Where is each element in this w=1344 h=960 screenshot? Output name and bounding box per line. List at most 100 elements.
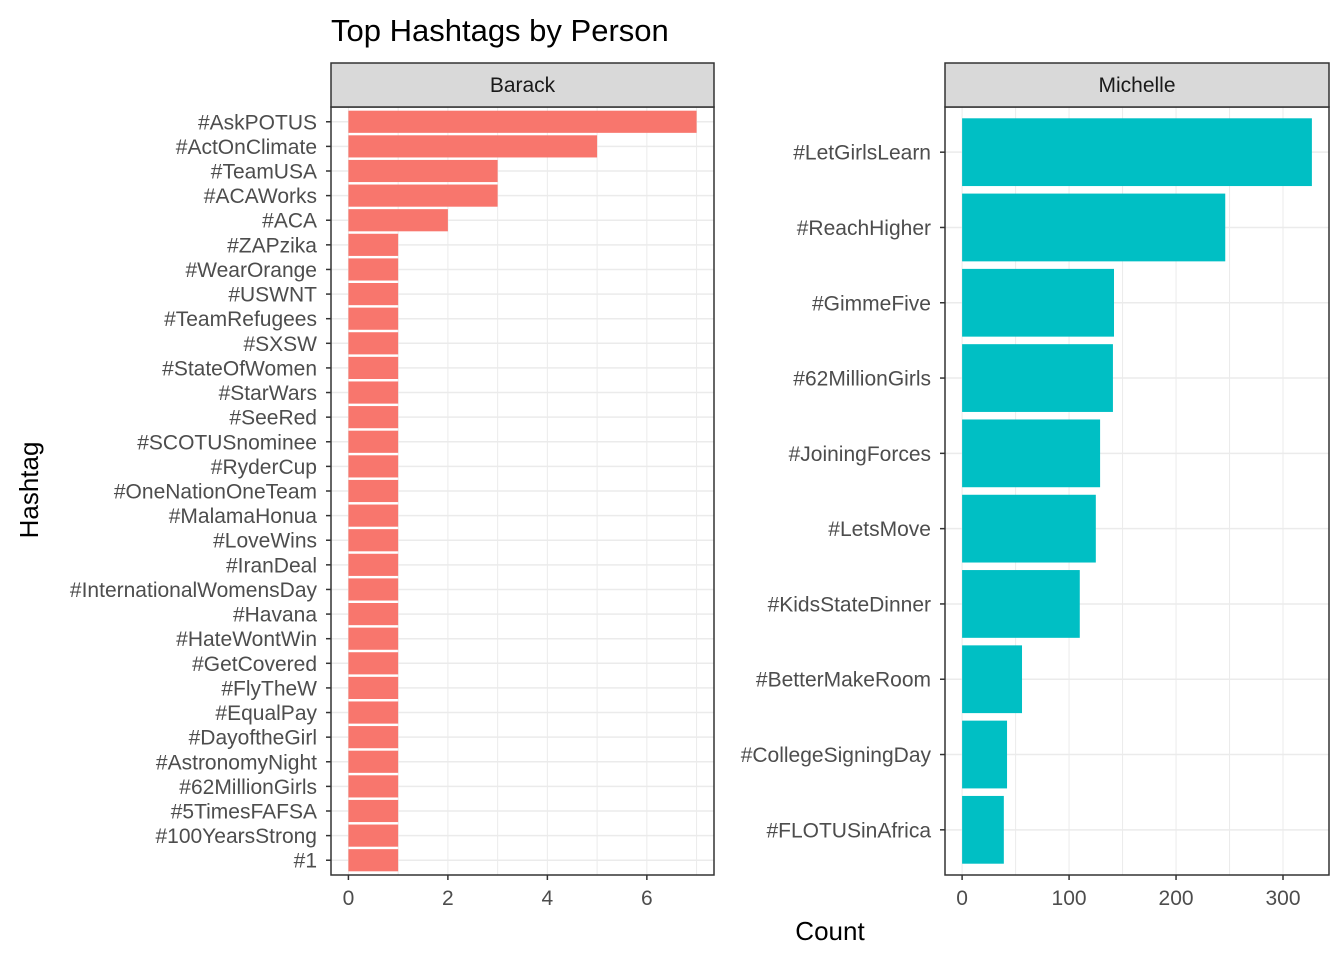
bar-askpotus (348, 110, 697, 133)
bar-gimmefive (962, 268, 1115, 337)
x-tick-label: 0 (343, 887, 355, 910)
x-tick-label: 4 (542, 887, 554, 910)
facet-strip (944, 62, 1330, 108)
bar-joiningforces (962, 419, 1101, 488)
bar-flythew (348, 676, 399, 699)
x-axis: 0 100 200 300 (956, 875, 1301, 910)
y-tick-label: #62MillionGirls (179, 776, 317, 799)
x-tick-label: 300 (1265, 887, 1300, 910)
facet-panels: Barack#AskPOTUS#ActOnClimate#TeamUSA#ACA… (70, 62, 1330, 910)
bar-62milliongirls (348, 775, 399, 798)
y-tick-label: #KidsStateDinner (768, 593, 931, 616)
y-tick-label: #LetGirlsLearn (793, 142, 931, 165)
x-axis: 0 2 4 6 (343, 875, 653, 910)
bar-equalpay (348, 701, 399, 724)
y-tick-label: #FLOTUSinAfrica (766, 819, 931, 842)
y-tick-label: #AstronomyNight (156, 751, 317, 774)
x-tick-label: 2 (442, 887, 454, 910)
y-tick-label: #InternationalWomensDay (70, 579, 318, 602)
bar-letsmove (962, 494, 1096, 563)
y-tick-label: #RyderCup (211, 456, 317, 479)
facet-label: Barack (490, 74, 556, 97)
bar-dayofthegirl (348, 726, 399, 749)
bar-actonclimate (348, 135, 598, 158)
y-tick-label: #LoveWins (213, 530, 317, 553)
y-tick-label: #100YearsStrong (155, 825, 317, 848)
y-tick-label: #1 (294, 850, 317, 873)
y-tick-label: #TeamUSA (211, 161, 317, 184)
bar-lovewins (348, 529, 399, 552)
y-tick-label: #DayoftheGirl (189, 727, 317, 750)
y-tick-label: #GetCovered (192, 653, 317, 676)
y-tick-label: #BetterMakeRoom (756, 669, 931, 692)
y-tick-label: #ZAPzika (227, 234, 317, 257)
facet-panel-michelle: Michelle #LetGirlsLearn #ReachHigher #Gimme… (741, 62, 1330, 910)
y-axis: #AskPOTUS#ActOnClimate#TeamUSA#ACAWorks#… (70, 111, 331, 873)
bar-kidsstatedinner (962, 570, 1080, 638)
bar-stateofwomen (348, 356, 399, 379)
bar-reachhigher (962, 193, 1226, 262)
bar-flotusinafrica (962, 795, 1004, 864)
bar-zapzika (348, 233, 399, 256)
bar-wearorange (348, 258, 399, 281)
y-tick-label: #AskPOTUS (198, 111, 317, 134)
y-tick-label: #OneNationOneTeam (114, 481, 317, 504)
y-tick-label: #IranDeal (226, 554, 317, 577)
bar-rydercup (348, 455, 399, 478)
y-tick-label: #ReachHigher (797, 217, 931, 240)
y-tick-label: #EqualPay (215, 702, 317, 725)
bar-astronomynight (348, 750, 399, 773)
bar-getcovered (348, 652, 399, 675)
x-axis-title: Count (795, 916, 865, 946)
y-tick-label: #62MillionGirls (793, 368, 931, 391)
y-tick-label: #WearOrange (185, 259, 317, 282)
bar-acaworks (348, 184, 498, 207)
bar-irandeal (348, 553, 399, 576)
y-tick-label: #Havana (233, 604, 317, 627)
y-tick-label: #ACA (262, 210, 317, 233)
y-tick-label: #FlyTheW (221, 677, 317, 700)
bar-internationalwomensday (348, 578, 399, 601)
bar-5timesfafsa (348, 799, 399, 823)
bar-starwars (348, 381, 399, 404)
y-tick-label: #SCOTUSnominee (137, 431, 317, 454)
bar-62milliongirls (962, 344, 1113, 412)
bar-havana (348, 603, 399, 626)
bar-scotusnominee (348, 430, 399, 453)
x-tick-label: 0 (956, 887, 968, 910)
bar-uswnt (348, 283, 399, 306)
y-tick-label: #CollegeSigningDay (741, 744, 932, 767)
y-tick-label: #StarWars (219, 382, 317, 405)
y-tick-label: #GimmeFive (812, 292, 931, 315)
y-axis: #LetGirlsLearn #ReachHigher #GimmeFive #62M… (741, 142, 945, 842)
bar-teamrefugees (348, 307, 399, 330)
bar-hatewontwin (348, 627, 399, 650)
bar-100yearsstrong (348, 824, 399, 847)
bar-letgirlslearn (962, 118, 1312, 187)
facet-label: Michelle (1098, 74, 1175, 97)
x-tick-label: 200 (1159, 887, 1194, 910)
y-tick-label: #ActOnClimate (176, 136, 317, 159)
x-tick-label: 6 (641, 887, 653, 910)
y-tick-label: #SeeRed (229, 407, 317, 430)
y-tick-label: #SXSW (243, 333, 317, 356)
facet-panel-barack: Barack#AskPOTUS#ActOnClimate#TeamUSA#ACA… (70, 62, 715, 910)
bar-1 (348, 849, 399, 872)
chart-title: Top Hashtags by Person (331, 13, 669, 48)
y-tick-label: #MalamaHonua (169, 505, 318, 528)
bar-aca (348, 209, 448, 232)
y-tick-label: #USWNT (228, 284, 317, 307)
bar-seered (348, 406, 399, 429)
bar-malamahonua (348, 504, 399, 527)
y-tick-label: #LetsMove (828, 518, 931, 541)
y-axis-title: Hashtag (14, 442, 44, 539)
bars (348, 110, 697, 872)
x-tick-label: 100 (1052, 887, 1087, 910)
y-tick-label: #HateWontWin (176, 628, 317, 651)
bars (962, 118, 1312, 864)
bar-onenationoneteam (348, 479, 399, 503)
facet-strip (330, 62, 715, 108)
y-tick-label: #JoiningForces (789, 443, 931, 466)
y-tick-label: #ACAWorks (204, 185, 317, 208)
